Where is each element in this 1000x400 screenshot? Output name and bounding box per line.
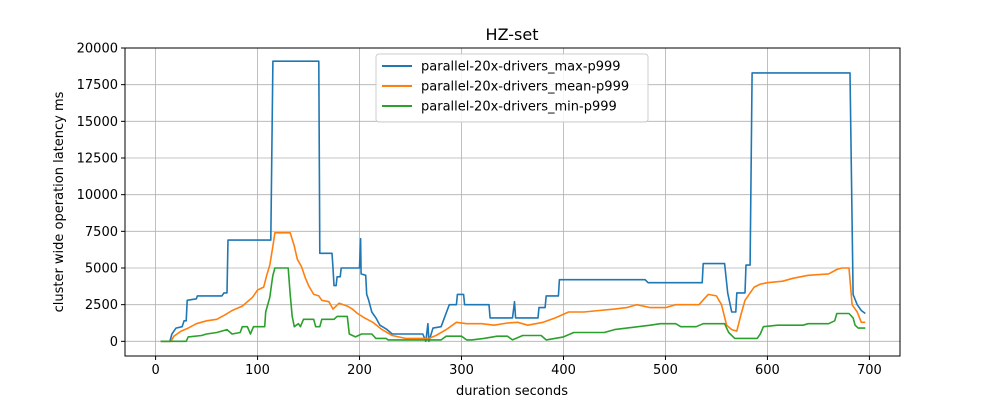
- y-tick-label: 20000: [77, 42, 118, 57]
- y-axis-label: cluster wide operation latency ms: [52, 91, 67, 312]
- legend-box: [375, 53, 649, 123]
- y-tick-label: 12500: [77, 152, 118, 167]
- x-tick-label: 600: [755, 363, 780, 378]
- series-line-min-p999: [160, 267, 866, 343]
- y-tick-label: 17500: [77, 78, 118, 93]
- x-axis-ticks: 0 100 200 300 400 500 600 700: [151, 356, 882, 378]
- y-tick-label: 10000: [77, 188, 118, 203]
- legend: parallel-20x-drivers_max-p999 parallel-20…: [375, 53, 649, 123]
- x-axis-label: duration seconds: [456, 384, 568, 399]
- legend-entry: parallel-20x-drivers_max-p999: [421, 60, 621, 75]
- x-tick-label: 400: [551, 363, 576, 378]
- series-line-max-p999: [160, 60, 866, 343]
- x-tick-label: 300: [449, 363, 474, 378]
- y-axis-ticks: 0 2500 5000 7500 10000 12500 15000 17500 20000: [77, 42, 125, 350]
- plot-area-frame: [124, 47, 901, 357]
- x-tick-label: 700: [857, 363, 882, 378]
- series-line-mean-p999: [160, 232, 866, 343]
- legend-entry: parallel-20x-drivers_mean-p999: [421, 80, 629, 95]
- y-tick-label: 0: [110, 335, 118, 350]
- y-tick-label: 7500: [85, 225, 118, 240]
- x-tick-label: 500: [653, 363, 678, 378]
- x-tick-label: 0: [151, 363, 159, 378]
- y-tick-label: 2500: [85, 298, 118, 313]
- legend-entry: parallel-20x-drivers_min-p999: [421, 100, 617, 115]
- series-lines: [160, 60, 866, 343]
- y-tick-label: 15000: [77, 115, 118, 130]
- y-tick-label: 5000: [85, 262, 118, 277]
- x-tick-label: 200: [347, 363, 372, 378]
- chart-title: HZ-set: [486, 25, 539, 44]
- x-tick-label: 100: [245, 363, 270, 378]
